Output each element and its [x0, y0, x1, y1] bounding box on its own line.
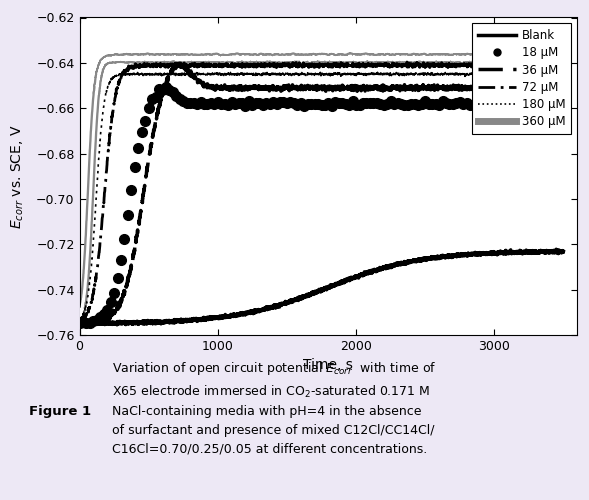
Text: Figure 1: Figure 1	[29, 405, 91, 418]
Text: $E_{corr}$ vs. SCE, V: $E_{corr}$ vs. SCE, V	[9, 124, 25, 228]
Text: Variation of open circuit potential $E_{corr}$  with time of
X65 electrode immer: Variation of open circuit potential $E_{…	[112, 360, 436, 456]
X-axis label: Time, s: Time, s	[303, 358, 353, 372]
Legend: Blank, 18 μM, 36 μM, 72 μM, 180 μM, 360 μM: Blank, 18 μM, 36 μM, 72 μM, 180 μM, 360 …	[472, 24, 571, 134]
